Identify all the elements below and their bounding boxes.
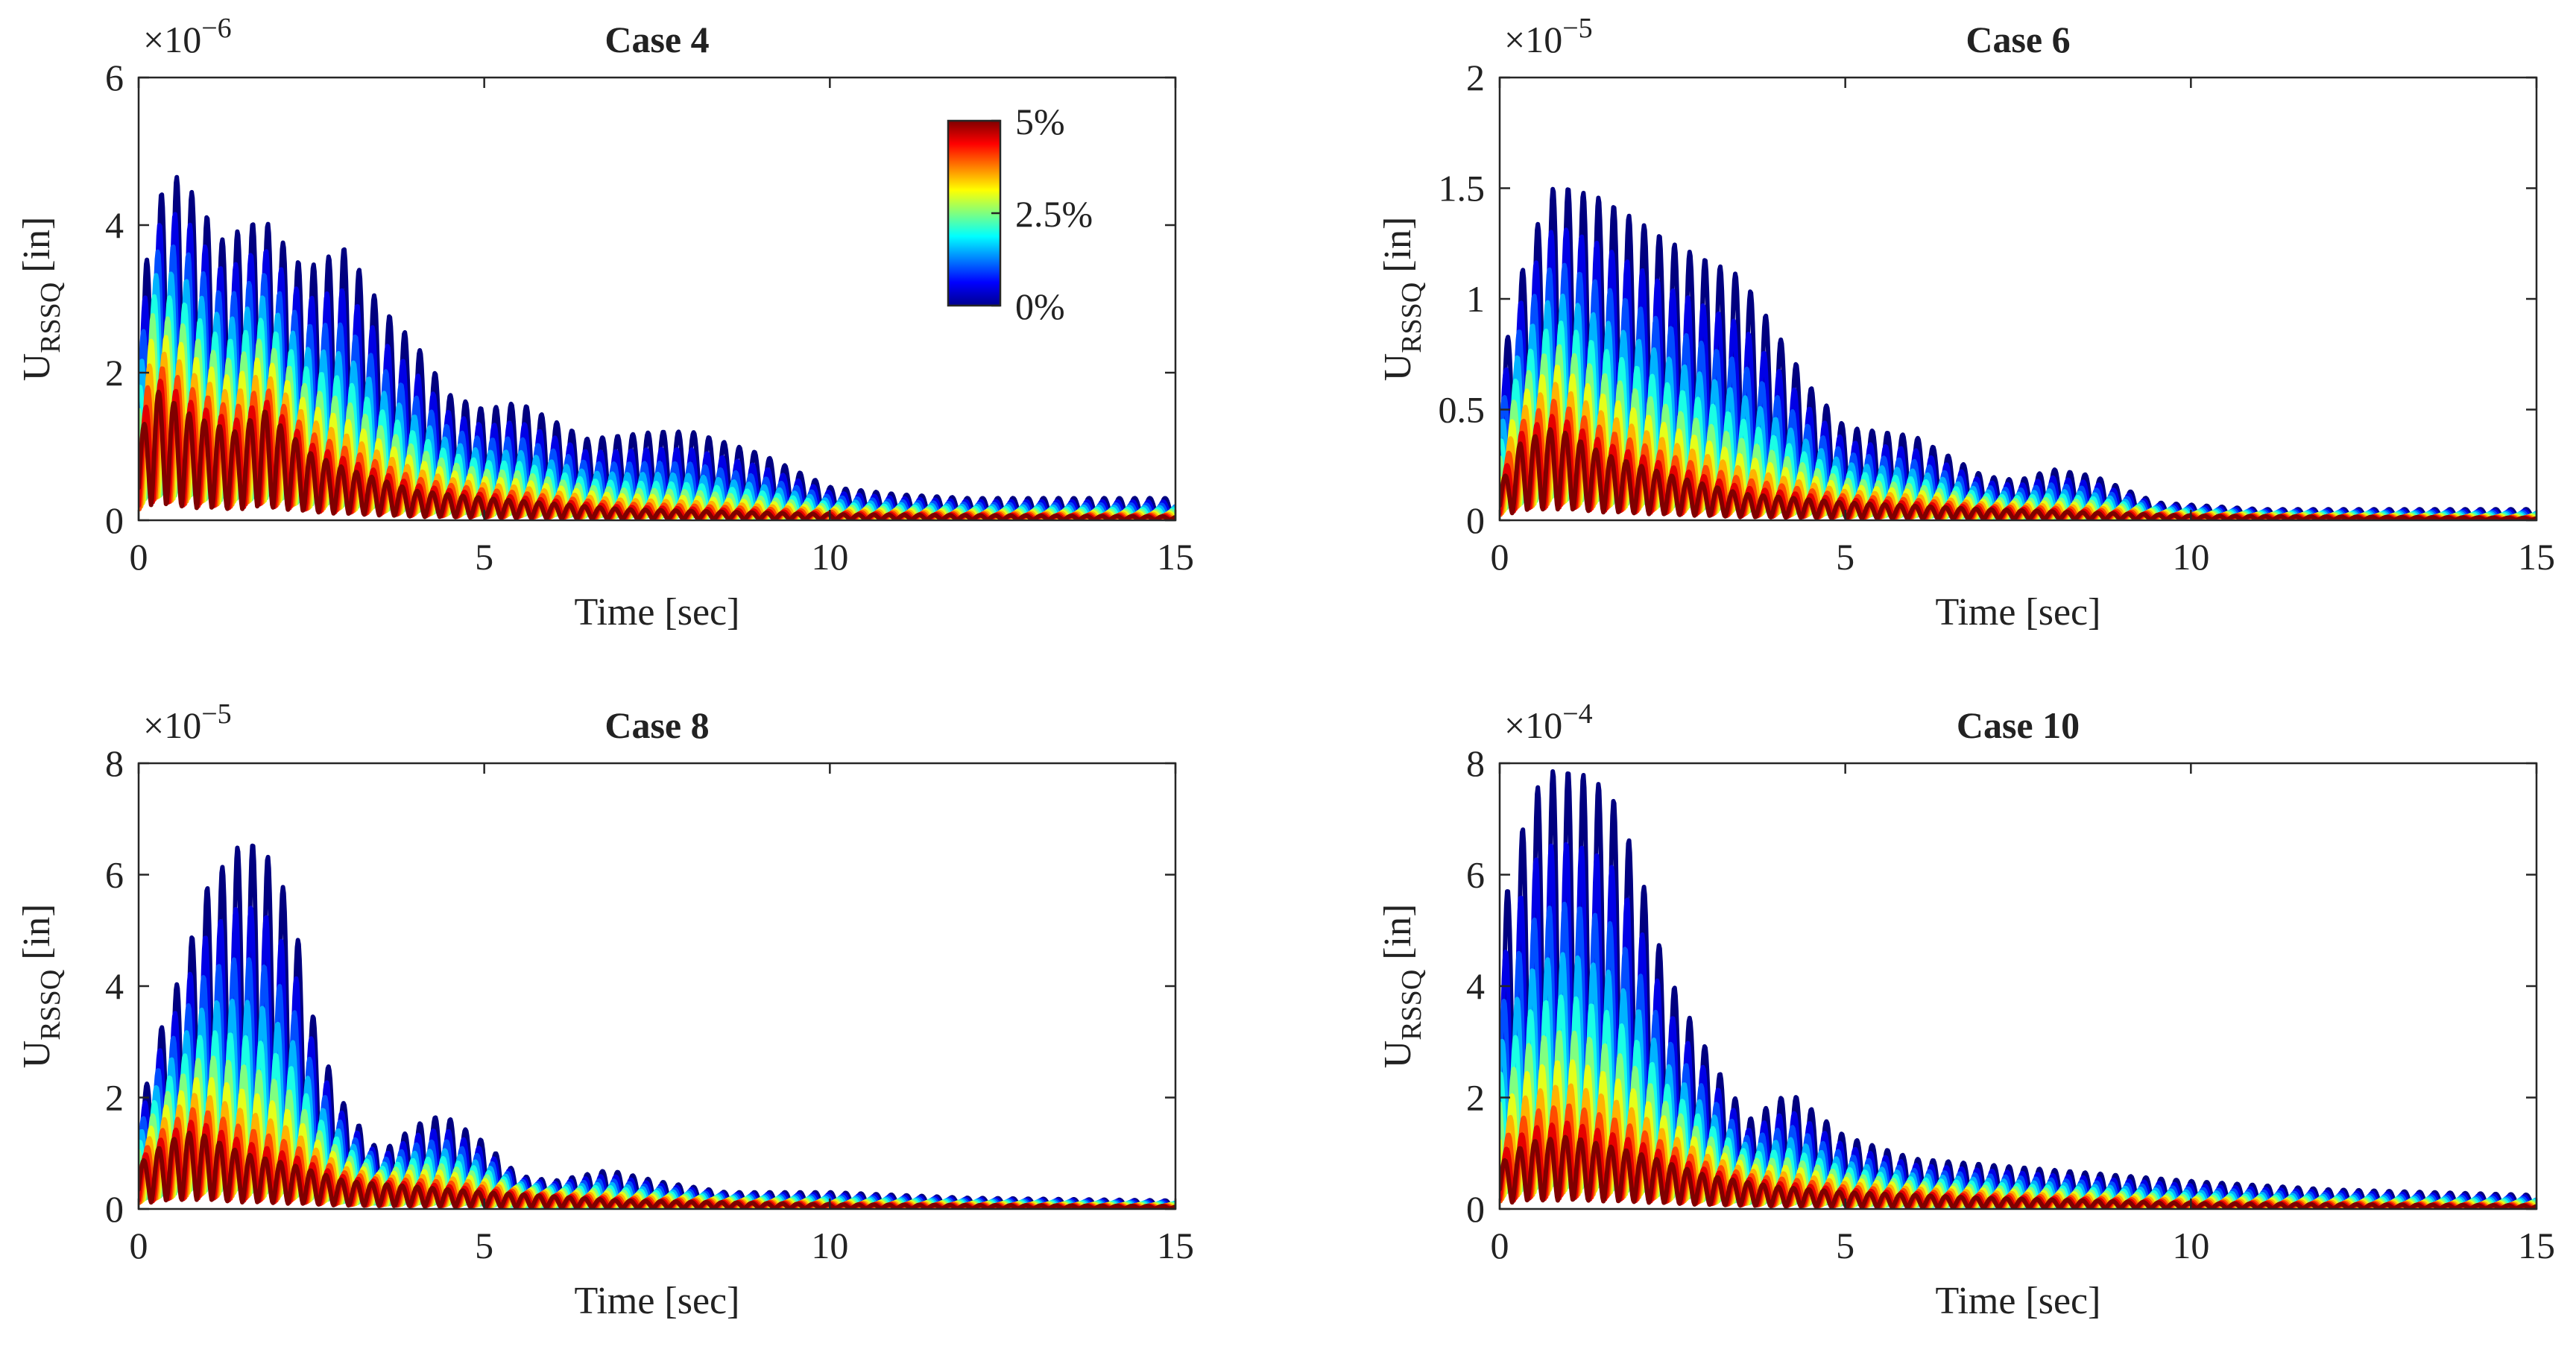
subplot-case-6: 0 5 10 15 0 0.5 1 1.5 2 ×10−5 Case 6 Time [sec] URSS… [1377,13,2555,634]
y-tick-label: 8 [1466,742,1485,784]
colorbar-tick-label: 5% [1015,101,1065,142]
y-tick-label: 4 [1466,965,1485,1007]
series-group [1500,769,2536,1209]
subplot-case-8: 0 5 10 15 0 2 4 6 8 ×10−5 Case 8 Time [sec] URSSQ [i… [16,698,1194,1322]
y-tick-label: 0 [1466,1188,1485,1230]
x-tick-label: 15 [2518,536,2555,578]
y-tick-label: 6 [1466,854,1485,896]
x-tick-label: 15 [2518,1225,2555,1266]
subplot-case-10: 0 5 10 15 0 2 4 6 8 ×10−4 Case 10 Time [sec] URSSQ [… [1377,698,2555,1322]
x-tick-label: 5 [475,1225,493,1266]
x-tick-label: 5 [1836,1225,1854,1266]
x-tick-label: 5 [1836,536,1854,578]
x-tick-label: 15 [1157,1225,1194,1266]
x-tick-label: 0 [130,1225,148,1266]
y-axis-label: URSSQ [in] [1377,904,1427,1069]
series-group [1500,186,2536,520]
axis-multiplier: ×10−4 [1504,698,1593,746]
colorbar-tick-label: 0% [1015,285,1065,327]
x-tick-label: 0 [130,536,148,578]
y-tick-label: 2 [1466,57,1485,98]
subplot-title: Case 10 [1957,704,2080,746]
y-axis-label: URSSQ [in] [16,217,66,382]
y-tick-label: 4 [105,965,124,1007]
y-tick-label: 0 [1466,499,1485,541]
x-axis-label: Time [sec] [575,1280,740,1322]
axis-multiplier: ×10−5 [1504,13,1593,60]
x-axis-label: Time [sec] [1936,1280,2101,1322]
y-tick-label: 4 [105,204,124,246]
x-tick-label: 10 [2172,536,2209,578]
y-tick-label: 6 [105,57,124,98]
y-tick-label: 2 [105,1077,124,1119]
x-tick-label: 10 [2172,1225,2209,1266]
x-tick-label: 10 [811,536,848,578]
y-tick-label: 2 [1466,1077,1485,1119]
subplot-title: Case 8 [604,704,709,746]
colorbar-tick-label: 2.5% [1015,193,1093,235]
x-tick-label: 5 [475,536,493,578]
x-tick-label: 15 [1157,536,1194,578]
axis-multiplier: ×10−6 [143,13,232,60]
subplot-title: Case 4 [604,19,709,60]
y-tick-label: 2 [105,352,124,394]
x-tick-label: 0 [1491,536,1509,578]
axes-frame [137,76,1177,522]
y-axis-label: URSSQ [in] [1377,217,1427,382]
y-tick-label: 1.5 [1439,168,1486,209]
x-axis-label: Time [sec] [575,591,740,634]
subplot-title: Case 6 [1966,19,2070,60]
x-axis-label: Time [sec] [1936,591,2101,634]
y-axis-label: URSSQ [in] [16,904,66,1069]
x-tick-label: 0 [1491,1225,1509,1266]
subplot-case-4: 0 5 10 15 0 2 4 6 ×10−6 Case 4 Time [sec] URSSQ [in… [16,13,1194,634]
y-tick-label: 6 [105,854,124,896]
y-tick-label: 0 [105,1188,124,1230]
y-tick-label: 8 [105,742,124,784]
x-tick-label: 10 [811,1225,848,1266]
y-tick-label: 0.5 [1439,389,1486,431]
colorbar: 5% 2.5% 0% [947,101,1093,327]
y-tick-label: 0 [105,499,124,541]
y-tick-label: 1 [1466,278,1485,320]
axis-multiplier: ×10−5 [143,698,232,746]
